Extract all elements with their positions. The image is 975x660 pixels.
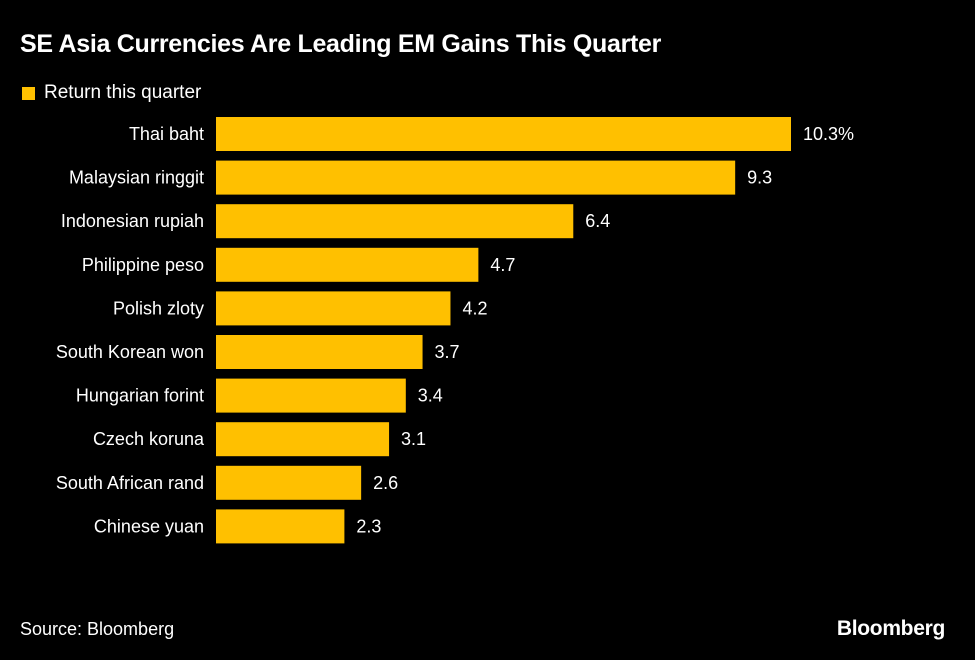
- value-label: 6.4: [585, 211, 610, 231]
- legend-swatch: [22, 86, 35, 100]
- bar: [216, 509, 345, 544]
- category-label: Polish zloty: [113, 298, 204, 318]
- category-label: South Korean won: [56, 342, 204, 362]
- value-label: 10.3%: [803, 124, 854, 144]
- bar: [216, 335, 423, 369]
- bar: [216, 422, 390, 457]
- category-label: Thai baht: [129, 124, 204, 144]
- category-label: Czech koruna: [93, 429, 205, 449]
- legend-label: Return this quarter: [44, 82, 202, 103]
- category-label: Hungarian forint: [76, 386, 204, 406]
- value-label: 4.2: [462, 298, 487, 318]
- source-note: Source: Bloomberg: [20, 619, 175, 639]
- bar: [216, 291, 451, 326]
- value-label: 3.4: [418, 386, 443, 406]
- bar: [216, 117, 791, 151]
- category-label: Malaysian ringgit: [69, 168, 204, 188]
- value-label: 9.3: [747, 168, 772, 188]
- value-label: 2.6: [373, 473, 398, 493]
- category-label: Indonesian rupiah: [61, 211, 204, 231]
- category-label: Philippine peso: [82, 255, 204, 275]
- bar: [216, 247, 479, 282]
- brand-logo: Bloomberg: [836, 617, 945, 640]
- bar: [216, 378, 406, 413]
- bar: [216, 465, 362, 500]
- value-label: 4.7: [490, 255, 515, 275]
- legend: Return this quarter: [22, 82, 201, 104]
- value-label: 3.1: [401, 429, 426, 449]
- value-label: 2.3: [356, 516, 381, 536]
- category-label: South African rand: [56, 473, 204, 493]
- bar: [216, 204, 574, 239]
- category-label: Chinese yuan: [94, 516, 204, 536]
- bar: [216, 160, 736, 195]
- chart-title: SE Asia Currencies Are Leading EM Gains …: [20, 30, 662, 58]
- value-label: 3.7: [435, 342, 460, 362]
